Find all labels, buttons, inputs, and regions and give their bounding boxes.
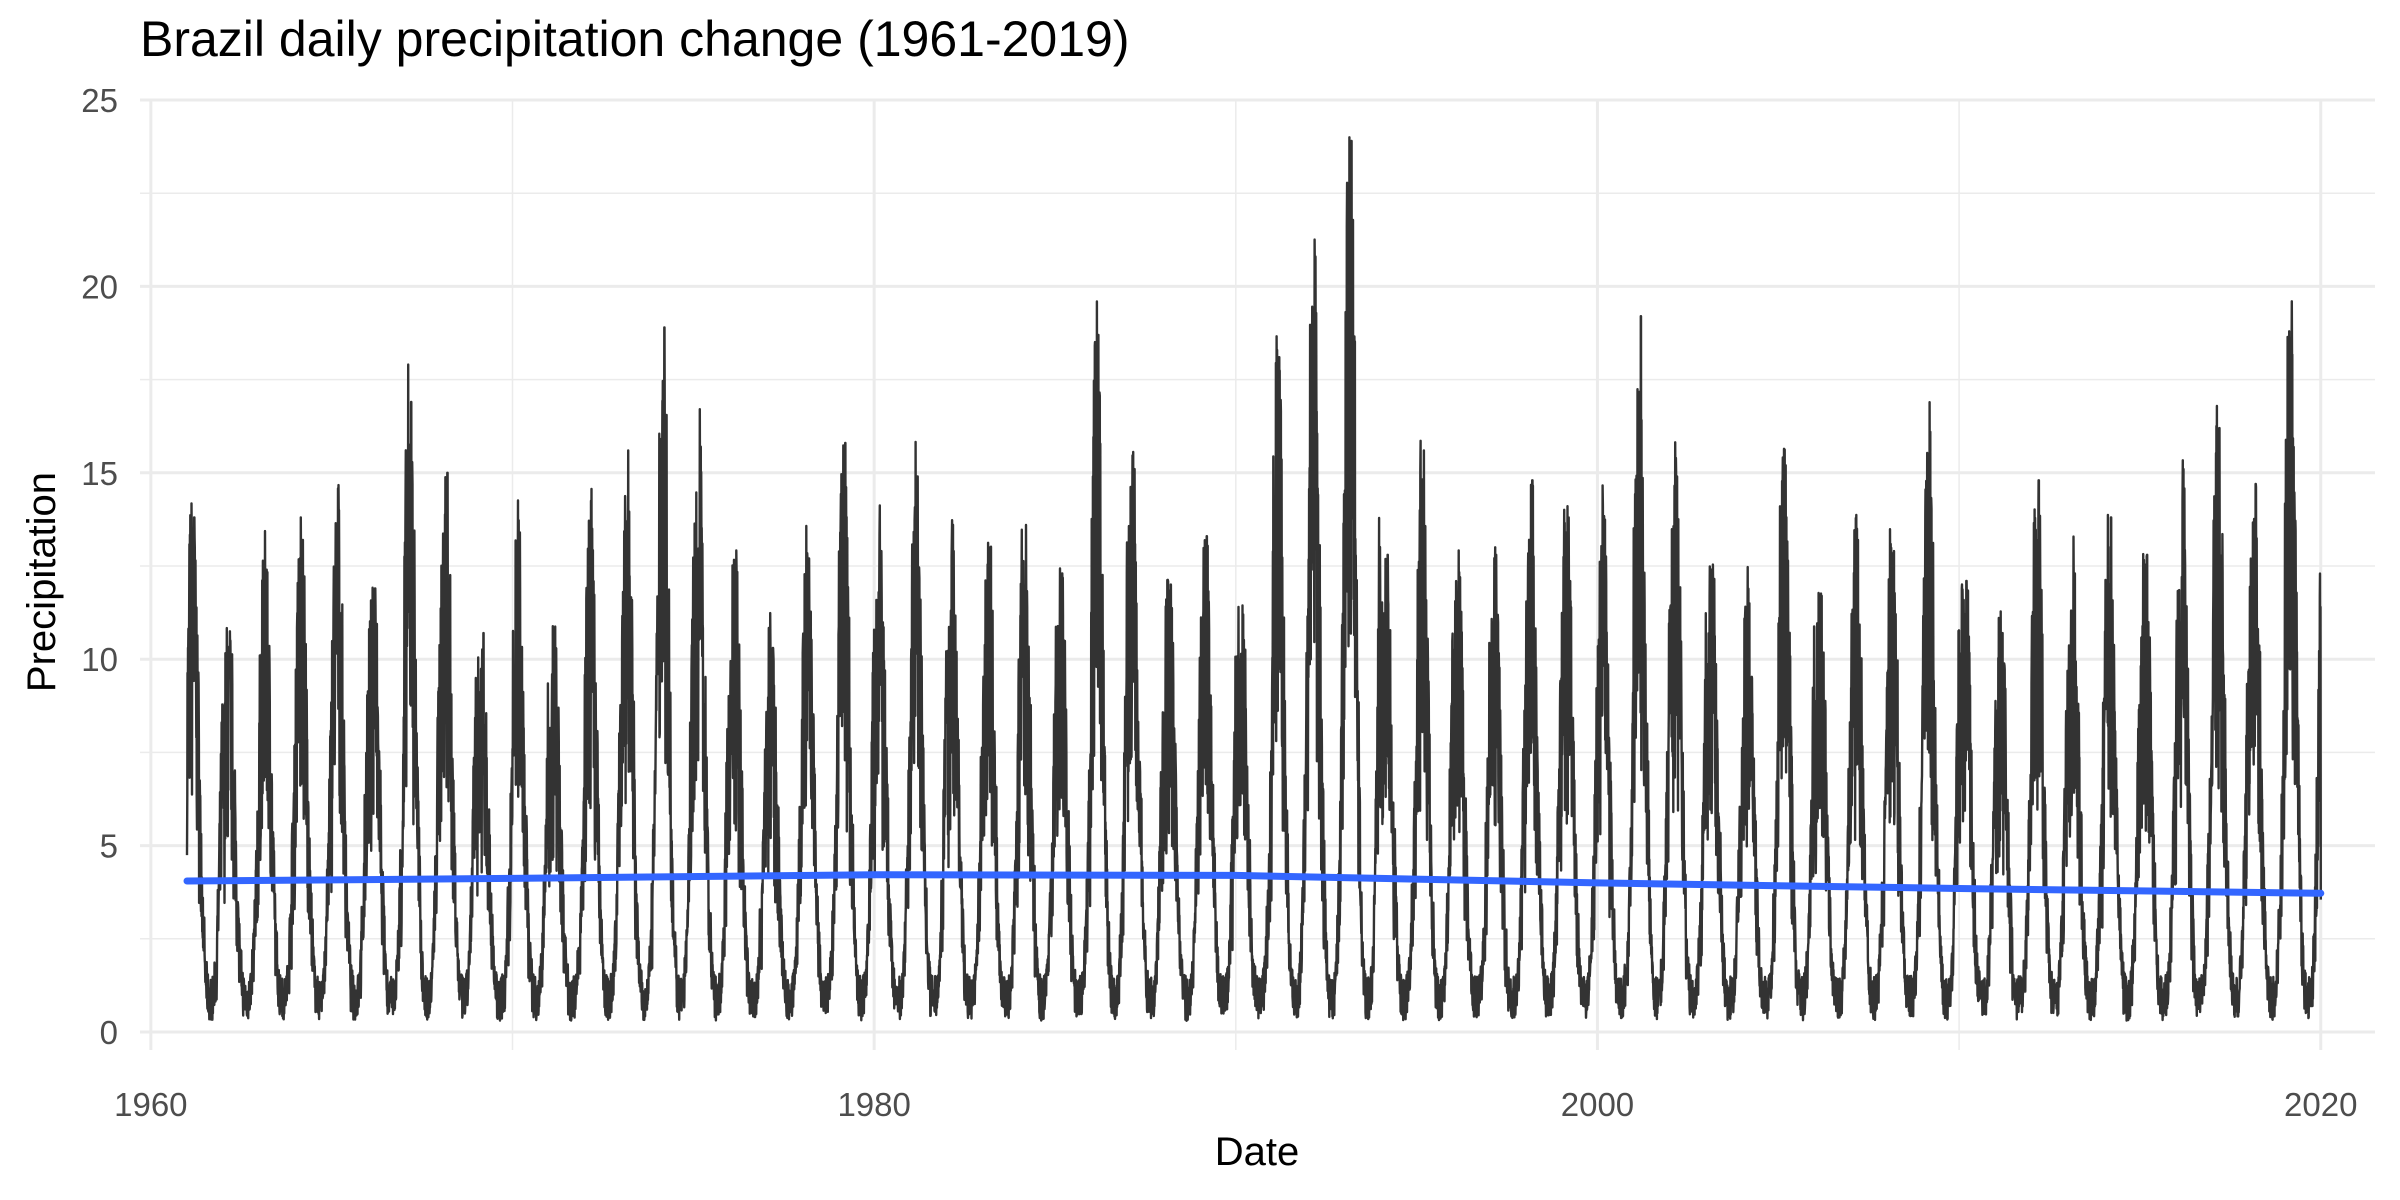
y-tick-label: 25 bbox=[81, 82, 118, 119]
x-tick-label: 2020 bbox=[2284, 1086, 2357, 1123]
y-tick-label: 5 bbox=[100, 828, 118, 865]
y-tick-label: 15 bbox=[81, 455, 118, 492]
trend-series bbox=[183, 871, 2325, 897]
x-tick-label: 1980 bbox=[837, 1086, 910, 1123]
y-axis-title: Precipitation bbox=[20, 472, 64, 692]
precipitation-line bbox=[185, 136, 2322, 1022]
y-tick-label: 0 bbox=[100, 1014, 118, 1051]
x-tick-label: 1960 bbox=[114, 1086, 187, 1123]
x-axis-ticks: 1960 1980 2000 2020 bbox=[114, 1086, 2357, 1123]
x-tick-label: 2000 bbox=[1561, 1086, 1634, 1123]
x-axis-title: Date bbox=[1215, 1130, 1300, 1174]
grid-lines bbox=[140, 98, 2375, 1050]
trend-line bbox=[183, 871, 2325, 897]
y-tick-label: 10 bbox=[81, 641, 118, 678]
precipitation-series bbox=[185, 136, 2322, 1022]
chart-title: Brazil daily precipitation change (1961-… bbox=[140, 11, 1130, 67]
y-axis-ticks: 0 5 10 15 20 25 bbox=[81, 82, 118, 1051]
y-tick-label: 20 bbox=[81, 268, 118, 305]
